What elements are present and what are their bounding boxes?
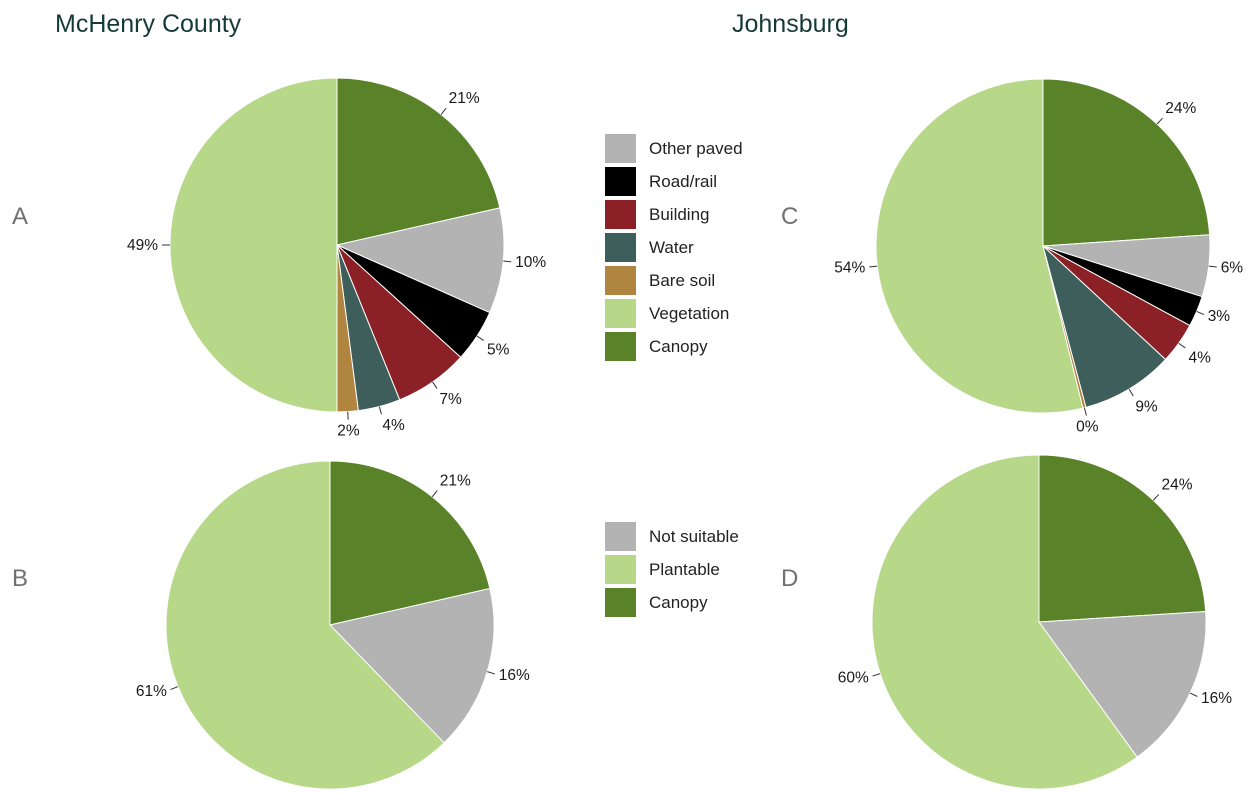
pie-c-label-other-paved: 6% [1221,260,1244,277]
pie-a-label-vegetation: 49% [127,237,158,254]
panel-letter-c: C [781,203,798,230]
pie-a-label-road-rail: 5% [487,342,510,359]
legend-plantable: Not suitable Plantable Canopy [605,522,739,617]
pie-b-label-not-suitable: 16% [499,667,530,684]
legend-swatch-not-suitable [605,522,636,551]
pie-a-slice-vegetation [169,77,338,413]
panel-letter-b: B [12,565,28,592]
pie-a-leader-road-rail [476,335,484,341]
pie-b-slice-plantable [165,460,445,790]
pie-b: 21% 16% 61% [136,460,530,790]
pie-b-label-plantable: 61% [136,683,167,700]
pie-c-label-bare-soil: 0% [1076,418,1099,435]
pie-c-leader-building [1178,342,1186,349]
pie-c-label-water: 9% [1135,398,1158,415]
pie-b-label-canopy: 21% [440,472,471,489]
legend-label-plantable: Plantable [649,560,720,579]
pie-b-leader-canopy [431,490,438,498]
pie-d: 24% 16% 60% [838,454,1232,790]
pie-a: 21% 10% 5% 7% 4% 2% 49% [127,77,546,440]
legend-swatch-road-rail [605,167,636,196]
legend-swatch-plantable [605,555,636,584]
pie-c-leader-canopy [1156,117,1163,125]
pie-c-label-building: 4% [1189,349,1212,366]
pie-d-leader-canopy [1152,494,1160,501]
pie-c-slice-water [1042,244,1167,408]
pie-d-label-canopy: 24% [1162,477,1193,494]
title-left: McHenry County [55,10,242,38]
pie-c-label-vegetation: 54% [834,260,865,277]
pie-c: 24% 6% 3% 4% 9% 0% 54% [834,78,1244,435]
legend-label-canopy: Canopy [649,593,708,612]
legend-swatch-canopy [605,588,636,617]
legend-label-not-suitable: Not suitable [649,527,739,546]
legend-swatch-vegetation [605,299,636,328]
pie-charts: 21% 10% 5% 7% 4% 2% 49% 21% 16% 61% 24% 6% 3% 4% 9% 0% 5… [127,77,1244,790]
legend-swatch-bare-soil [605,266,636,295]
title-right: Johnsburg [732,10,849,38]
pie-c-slice-canopy [1042,78,1211,247]
pie-a-label-canopy: 21% [449,90,480,107]
legend-landcover: Other paved Road/rail Building Water Bare so… [605,134,743,361]
pie-a-leader-other-paved [503,260,512,263]
legend-label-canopy: Canopy [649,337,708,356]
pie-d-label-not-suitable: 16% [1201,690,1232,707]
legend-label-vegetation: Vegetation [649,304,729,323]
pie-c-leader-road-rail [1196,310,1205,316]
pie-c-slice-vegetation [875,78,1084,414]
legend-swatch-building [605,200,636,229]
pie-c-label-canopy: 24% [1165,100,1196,117]
legends: Other paved Road/rail Building Water Bare so… [605,134,743,617]
legend-label-road-rail: Road/rail [649,172,717,191]
pie-b-slice-canopy [329,460,491,626]
pie-b-leader-not-suitable [487,671,496,675]
pie-a-leader-water [378,406,382,415]
pie-a-label-other-paved: 10% [515,254,546,271]
legend-swatch-other-paved [605,134,636,163]
legend-label-water: Water [649,238,694,257]
pie-d-leader-plantable [872,673,881,677]
pie-d-label-plantable: 60% [838,669,869,686]
legend-label-other-paved: Other paved [649,139,743,158]
legend-label-bare-soil: Bare soil [649,271,715,290]
pie-a-label-water: 4% [382,417,405,434]
pie-c-leader-water [1128,388,1134,397]
pie-d-slice-plantable [871,454,1138,790]
panel-letter-a: A [12,203,28,230]
pie-b-slice-not-suitable [329,587,495,744]
pie-a-label-bare-soil: 2% [337,423,360,440]
pie-c-leader-bare-soil [1083,407,1087,416]
pie-d-leader-not-suitable [1189,692,1198,697]
pie-a-leader-building [432,381,438,389]
pie-d-slice-not-suitable [1038,610,1207,758]
pie-a-leader-canopy [440,107,447,115]
panel-letter-d: D [781,565,798,592]
pie-a-slice-canopy [336,77,501,246]
pie-c-leader-vegetation [869,265,878,268]
legend-swatch-water [605,233,636,262]
pie-a-leader-bare-soil [347,411,349,420]
pie-c-label-road-rail: 3% [1208,308,1231,325]
pie-b-leader-plantable [170,686,179,691]
pie-d-slice-canopy [1038,454,1207,623]
pie-c-leader-other-paved [1208,265,1217,268]
legend-label-building: Building [649,205,710,224]
pie-a-label-building: 7% [439,391,462,408]
legend-swatch-canopy [605,332,636,361]
